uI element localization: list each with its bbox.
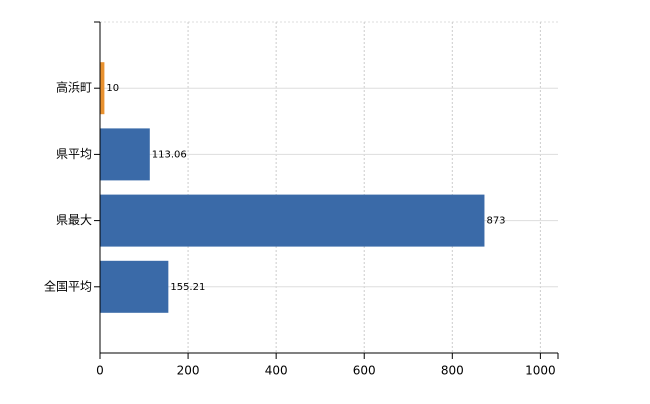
bar xyxy=(100,194,485,247)
x-tick-label: 1000 xyxy=(525,364,556,378)
x-tick-label: 400 xyxy=(265,364,288,378)
y-tick-label: 県平均 xyxy=(56,147,92,161)
value-label: 873 xyxy=(486,216,505,227)
y-tick-label: 高浜町 xyxy=(56,80,92,95)
bar xyxy=(100,62,105,115)
value-label: 155.21 xyxy=(170,282,205,293)
x-tick-label: 200 xyxy=(177,364,200,378)
value-label: 10 xyxy=(106,83,119,94)
y-tick-label: 全国平均 xyxy=(44,278,92,293)
x-tick-label: 0 xyxy=(96,364,104,378)
y-tick-label: 県最大 xyxy=(56,213,92,227)
value-label: 113.06 xyxy=(152,149,187,160)
bar xyxy=(100,128,150,181)
x-tick-label: 600 xyxy=(353,364,376,378)
x-tick-label: 800 xyxy=(441,364,464,378)
bar xyxy=(100,260,169,313)
